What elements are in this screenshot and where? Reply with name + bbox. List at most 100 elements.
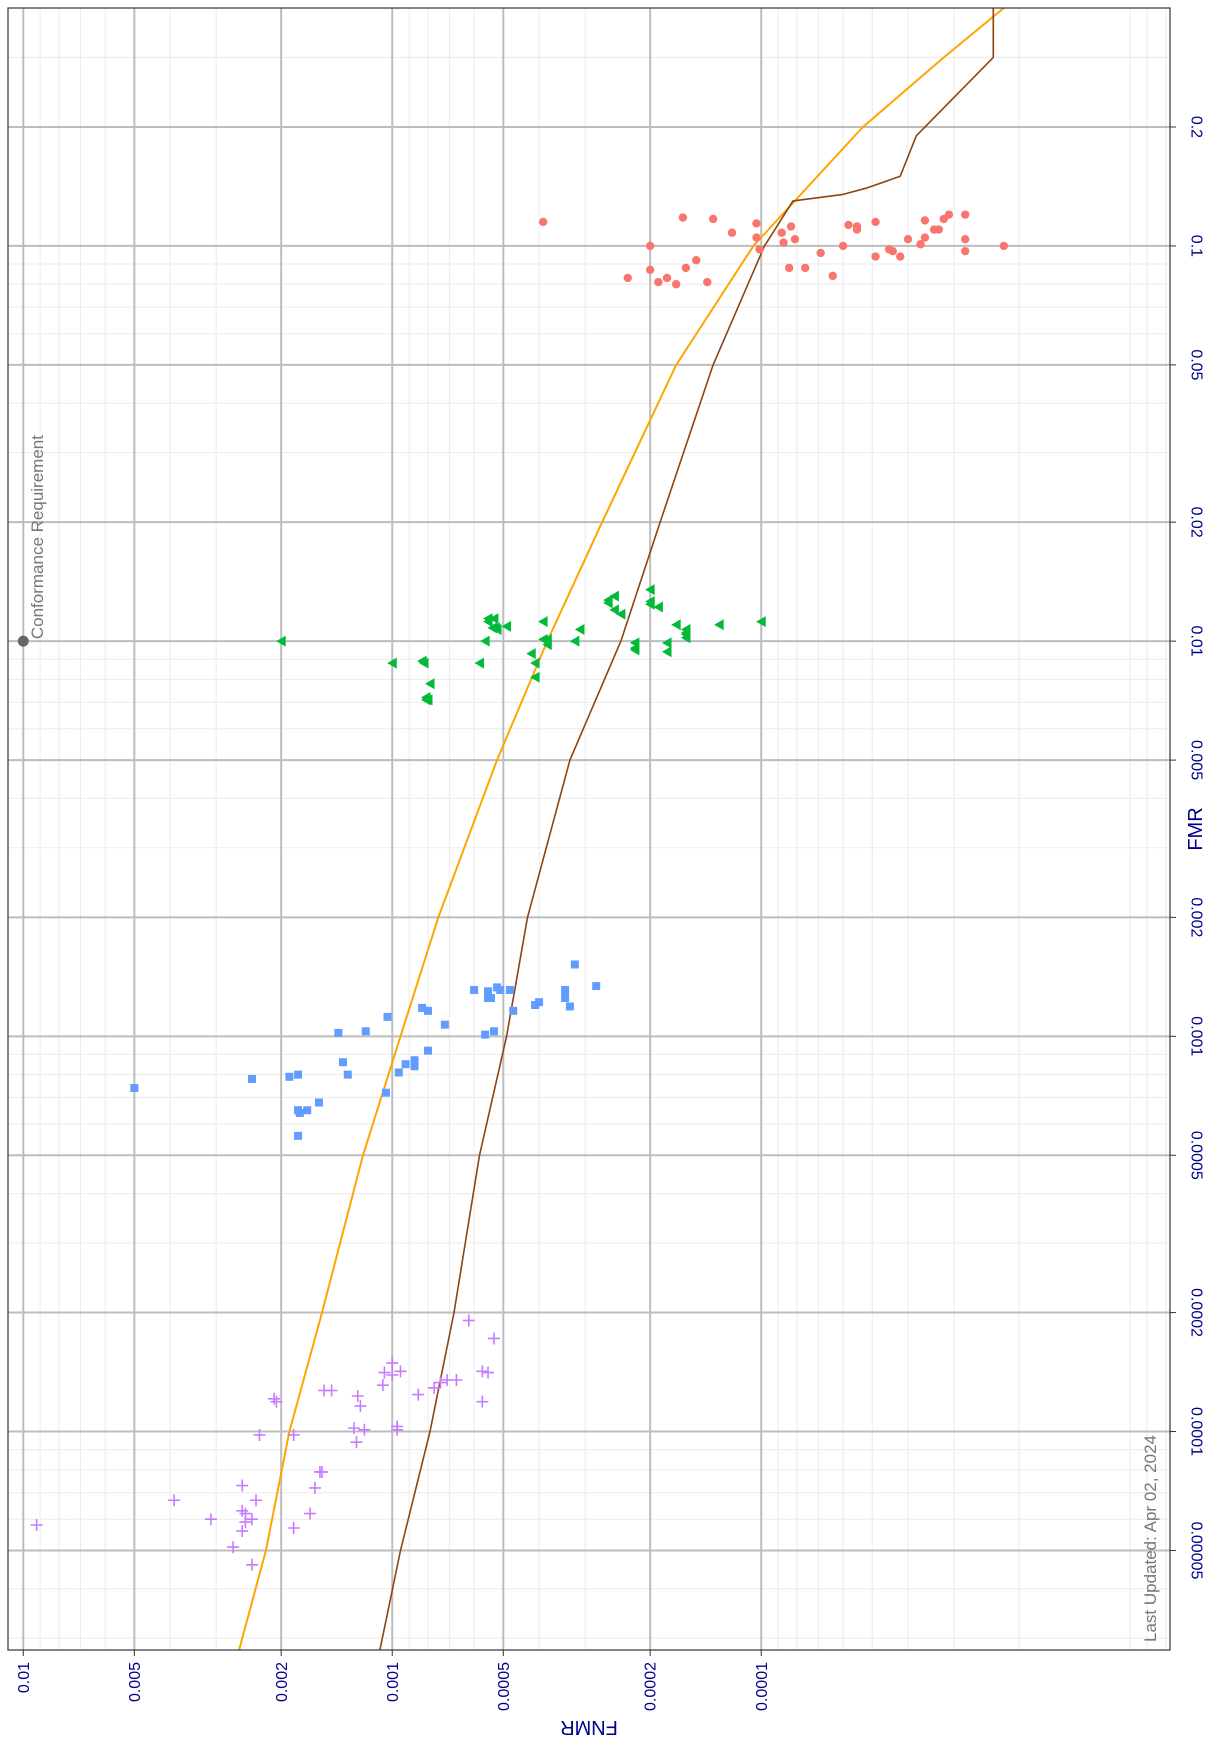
square-point xyxy=(381,1088,390,1097)
square-point xyxy=(394,1068,403,1077)
fmr-tick-label: 0.05 xyxy=(1187,349,1204,380)
square-point xyxy=(334,1028,343,1037)
square-point xyxy=(343,1070,352,1079)
cross-point xyxy=(236,1504,249,1517)
circle-point xyxy=(816,248,825,258)
cross-point xyxy=(253,1428,266,1441)
cross-point xyxy=(236,1525,249,1538)
circle-point xyxy=(871,252,880,261)
circle-point xyxy=(779,238,788,247)
circle-point xyxy=(681,263,691,273)
square-point xyxy=(509,1006,518,1015)
circle-point xyxy=(623,273,632,283)
fmr-tick-label: 0.01 xyxy=(1187,626,1204,657)
circle-point xyxy=(645,265,655,275)
triangle-point xyxy=(419,657,429,669)
circle-point xyxy=(708,214,718,224)
circle-point xyxy=(662,273,672,283)
cross-point xyxy=(428,1381,441,1394)
circle-point xyxy=(920,216,930,225)
fnmr-tick-label: 0.01 xyxy=(16,1662,33,1693)
circle-point xyxy=(944,210,954,219)
circle-point xyxy=(784,263,794,273)
cross-point xyxy=(450,1374,463,1387)
circle-point xyxy=(844,220,853,230)
annotation-layer: Conformance Requirement Last Updated: Ap… xyxy=(17,435,1160,1642)
circle-point xyxy=(538,217,548,227)
cross-point xyxy=(30,1519,43,1532)
fmr-tick-label: 0.00005 xyxy=(1187,1522,1204,1580)
cross-point xyxy=(245,1558,258,1571)
triangle-point xyxy=(574,624,585,636)
circle-point xyxy=(703,277,712,287)
cross-point xyxy=(236,1479,249,1492)
cross-point xyxy=(386,1369,399,1381)
triangle-point xyxy=(569,635,580,647)
triangle-point xyxy=(526,648,536,660)
square-point xyxy=(489,1027,498,1036)
cross-point xyxy=(227,1541,240,1554)
circle-point xyxy=(884,245,894,254)
fnmr-tick-label: 0.0005 xyxy=(496,1662,513,1711)
cross-point xyxy=(412,1388,425,1401)
square-point xyxy=(531,1001,540,1010)
triangle-point xyxy=(387,657,397,669)
cross-point xyxy=(378,1366,391,1379)
cross-point xyxy=(376,1379,389,1392)
cross-point xyxy=(386,1357,399,1370)
circle-point xyxy=(752,219,761,228)
fmr-tick-label: 0.002 xyxy=(1187,897,1204,937)
fmr-axis-ticks: 0.00005 0.0001 0.0002 0.0005 0.001 0.002 0.005… xyxy=(1170,116,1204,1580)
triangle-point xyxy=(662,637,672,649)
cross-point xyxy=(268,1392,281,1405)
square-point xyxy=(314,1098,323,1107)
fnmr-axis-ticks: 0.01 0.005 0.002 0.001 0.0005 0.0002 0.0001 xyxy=(16,1650,771,1711)
circle-point xyxy=(960,210,970,219)
square-point xyxy=(303,1106,312,1115)
cross-point xyxy=(476,1395,489,1408)
triangle-point xyxy=(629,644,640,656)
triangle-point xyxy=(530,657,540,669)
panel-border xyxy=(7,7,1171,1651)
triangle-point xyxy=(756,616,766,628)
square-point xyxy=(418,1003,427,1012)
square-point xyxy=(130,1084,139,1093)
circle-point xyxy=(678,213,688,222)
circle-point xyxy=(727,228,737,237)
square-point xyxy=(401,1060,410,1069)
circle-point xyxy=(916,240,925,249)
square-point xyxy=(295,1108,304,1117)
cross-point xyxy=(308,1481,321,1494)
square-point xyxy=(424,1046,433,1055)
square-point xyxy=(424,1006,433,1015)
triangle-point xyxy=(653,601,663,613)
triangle-point xyxy=(645,595,655,607)
triangle-point xyxy=(680,627,691,639)
square-point xyxy=(561,985,570,994)
circle-point xyxy=(838,241,848,251)
square-point xyxy=(561,994,570,1003)
fmr-tick-label: 0.0005 xyxy=(1187,1131,1204,1180)
square-point xyxy=(440,1020,449,1029)
triangle-point xyxy=(480,635,490,647)
cross-point xyxy=(391,1423,404,1436)
circle-point xyxy=(790,235,800,244)
fnmr-tick-label: 0.002 xyxy=(274,1662,291,1702)
cross-point xyxy=(270,1395,283,1408)
square-point xyxy=(383,1012,392,1021)
square-point xyxy=(285,1072,294,1081)
triangle-point xyxy=(615,608,626,620)
square-point xyxy=(486,994,495,1003)
square-point xyxy=(410,1056,419,1065)
square-point xyxy=(505,985,514,994)
square-point xyxy=(294,1070,303,1079)
cross-point xyxy=(476,1365,489,1378)
square-point xyxy=(470,985,479,994)
triangle-point xyxy=(603,597,613,609)
circle-point xyxy=(828,271,837,281)
fmr-tick-label: 0.005 xyxy=(1187,740,1204,780)
fmr-tick-label: 0.2 xyxy=(1187,116,1204,138)
circle-point xyxy=(871,217,880,227)
cross-point xyxy=(434,1376,447,1389)
